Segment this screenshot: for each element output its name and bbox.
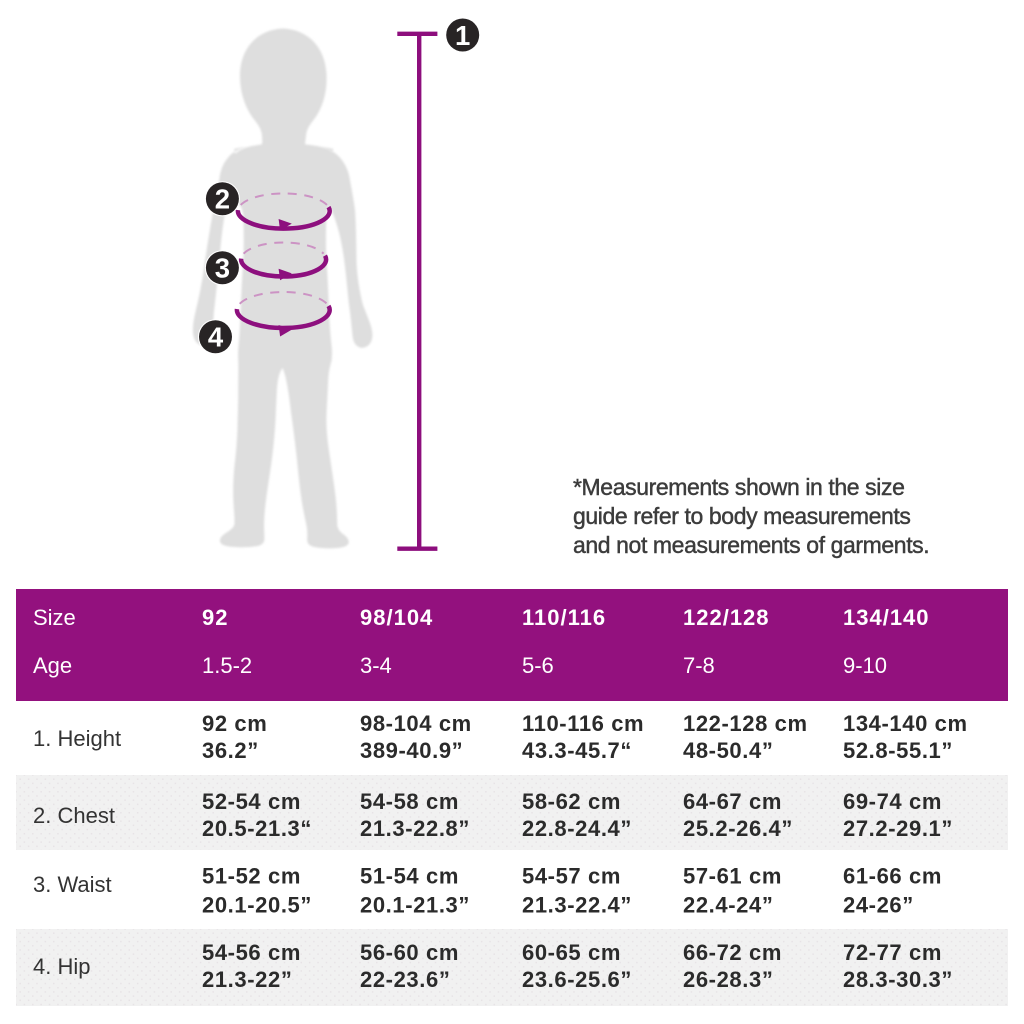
svg-text:2: 2 bbox=[215, 184, 230, 215]
svg-text:1: 1 bbox=[455, 20, 470, 51]
svg-text:4: 4 bbox=[208, 322, 224, 353]
svg-text:3: 3 bbox=[215, 253, 230, 284]
